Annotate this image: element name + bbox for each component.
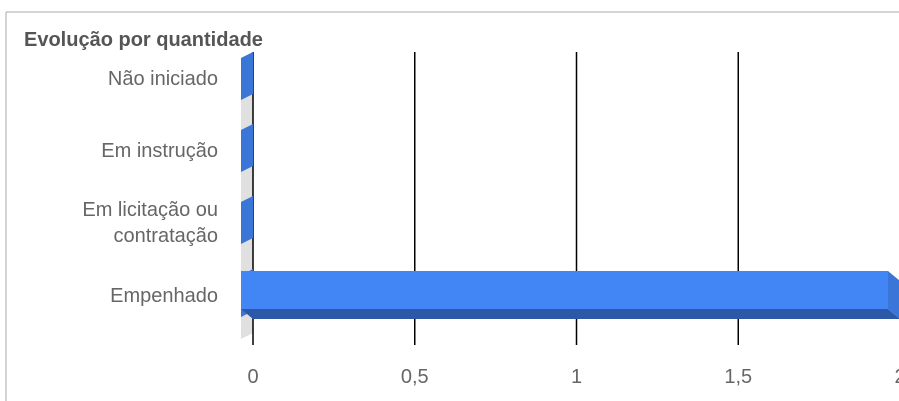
category-label: contratação	[113, 225, 218, 247]
x-axis-tick-labels: 0 0,5 1 1,5 2	[247, 366, 899, 388]
bar-side	[241, 52, 253, 100]
x-tick-label: 1	[571, 366, 582, 388]
x-tick-label: 2	[894, 366, 899, 388]
bar-side	[241, 196, 253, 244]
bars	[241, 52, 899, 319]
chart-side-wall	[241, 52, 253, 339]
category-label: Não iniciado	[108, 68, 218, 90]
category-labels: Não iniciado Em instrução Em licitação ou c…	[82, 68, 218, 307]
category-label: Empenhado	[110, 285, 218, 307]
bar-depth	[241, 309, 899, 319]
chart-floor	[241, 52, 253, 339]
bar	[241, 271, 888, 309]
x-tick-label: 0	[247, 366, 258, 388]
bar-end-cap	[888, 271, 899, 319]
bar-side	[241, 124, 253, 172]
category-label: Em licitação ou	[82, 199, 218, 221]
chart-title: Evolução por quantidade	[24, 29, 263, 51]
x-tick-label: 0,5	[401, 366, 429, 388]
category-label: Em instrução	[101, 140, 218, 162]
x-tick-label: 1,5	[724, 366, 752, 388]
